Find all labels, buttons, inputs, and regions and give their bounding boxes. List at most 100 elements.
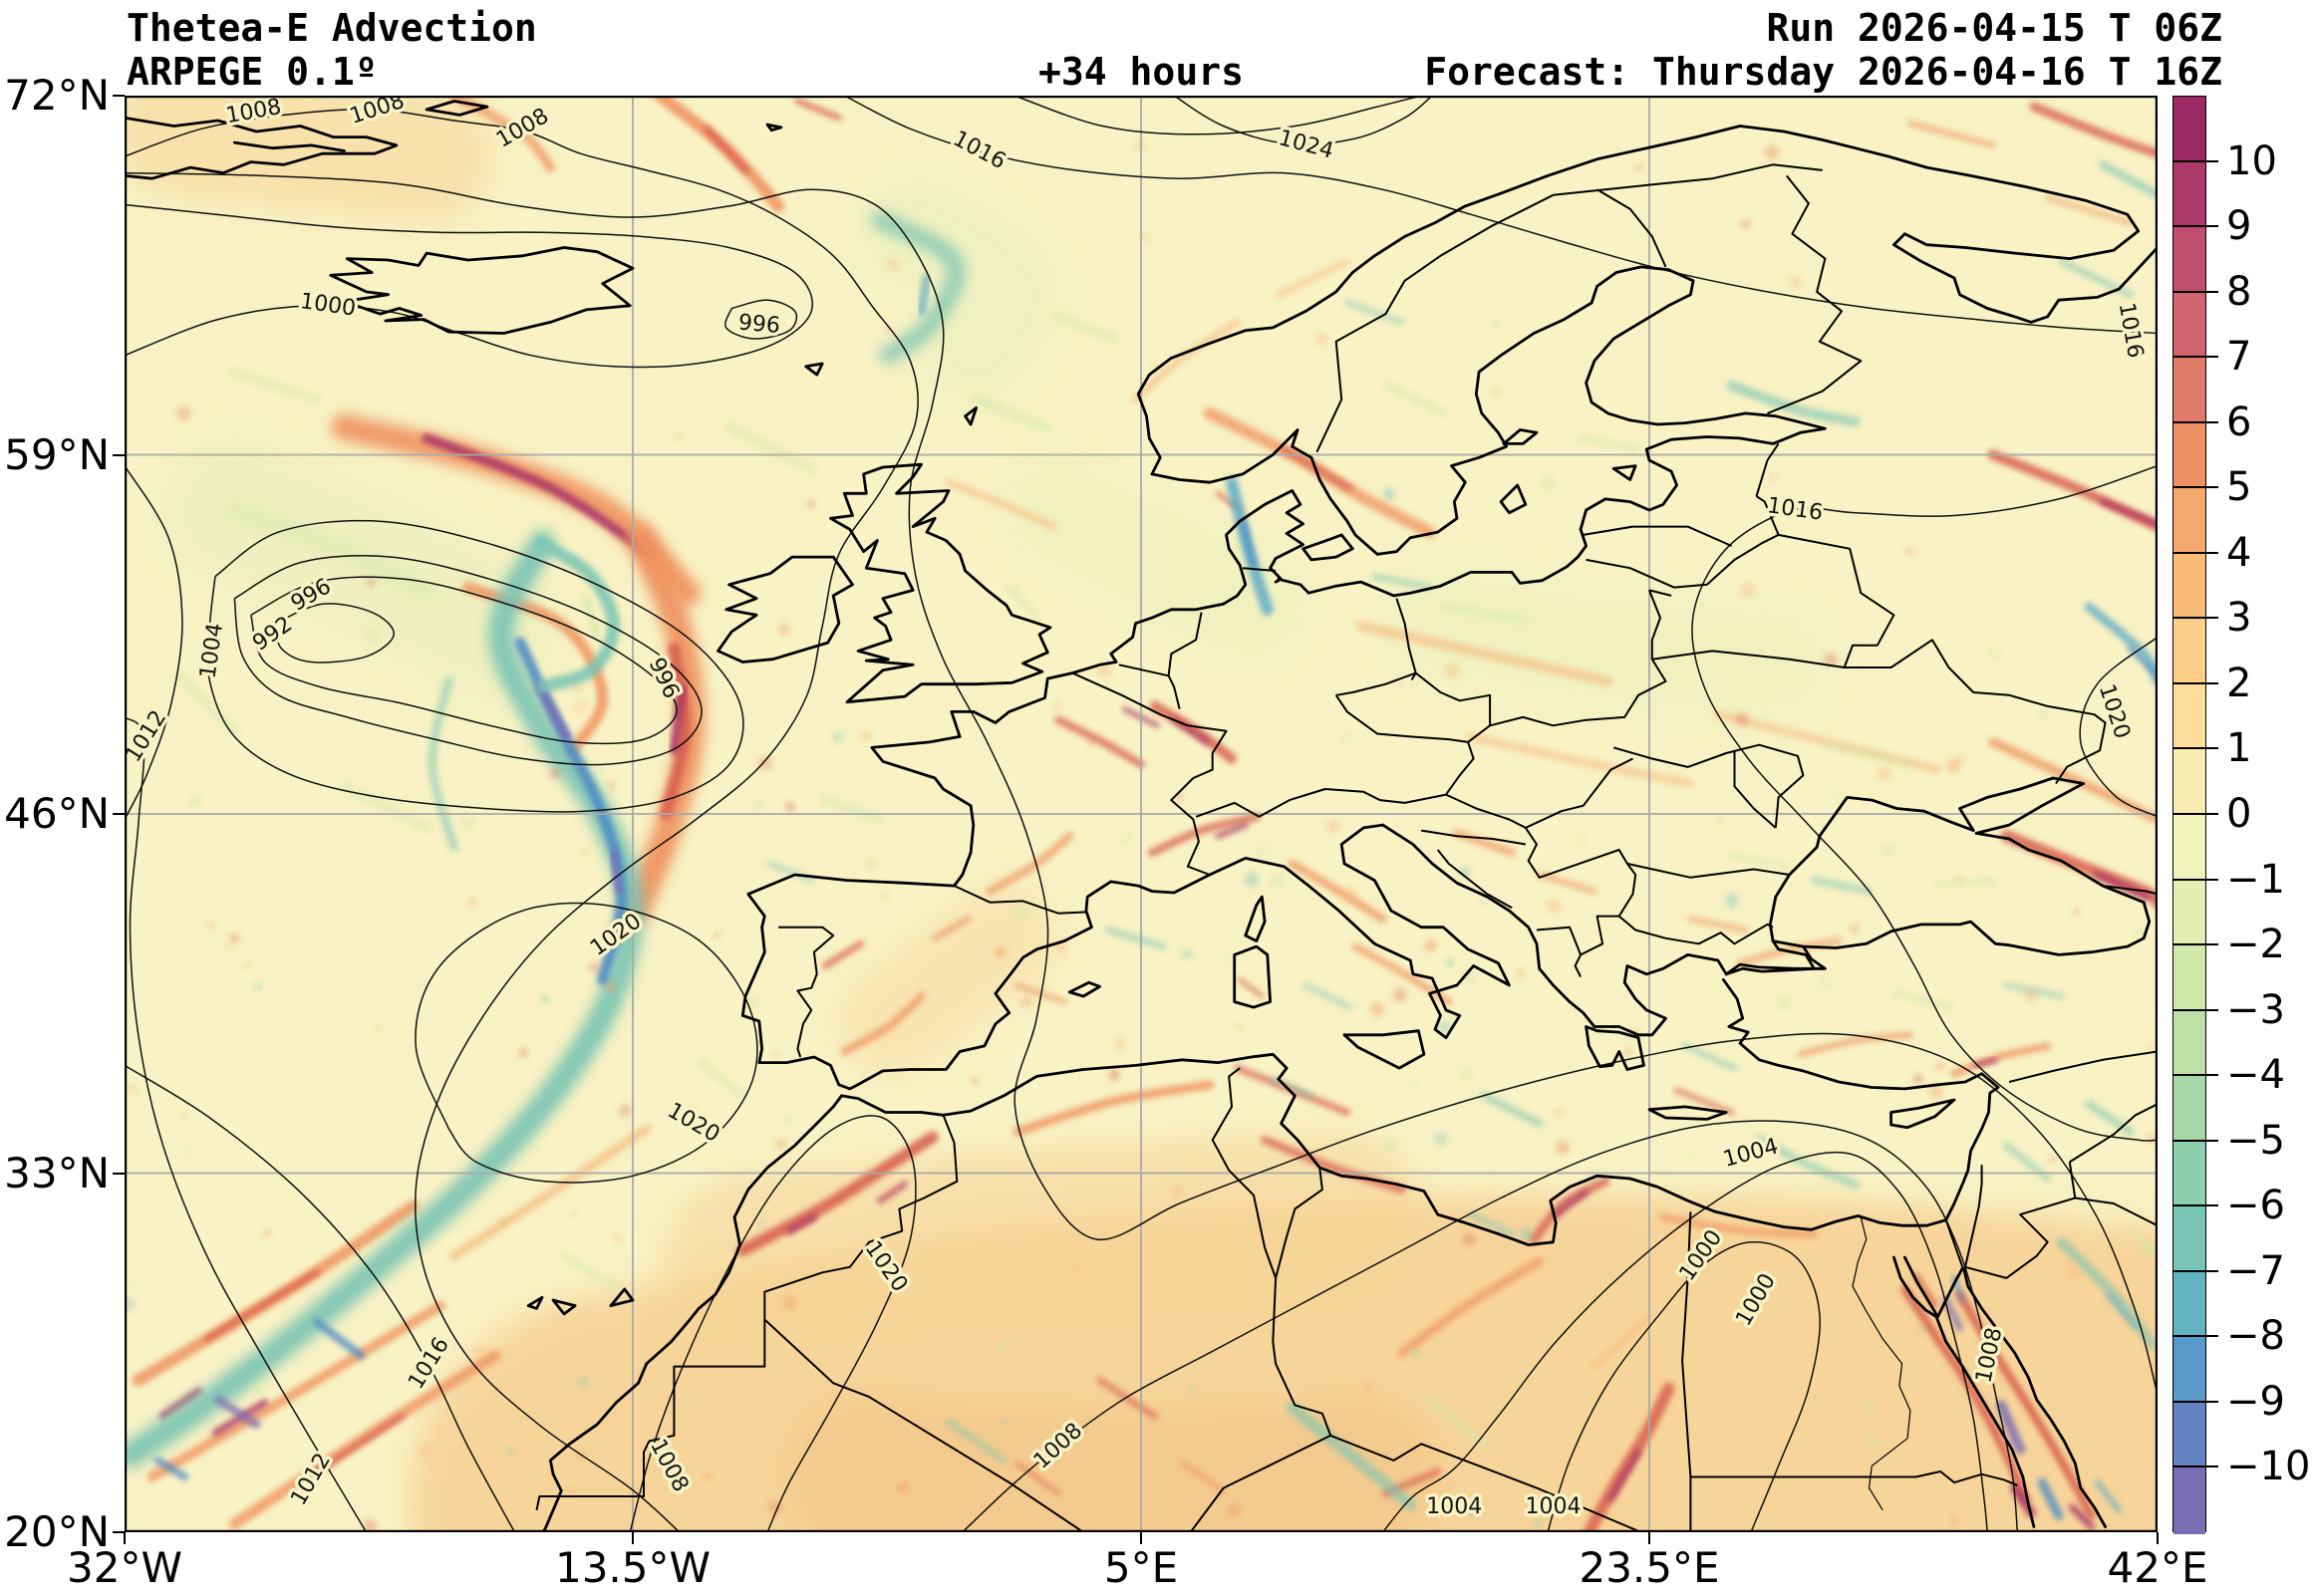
colorbar-tick-mark bbox=[2172, 225, 2218, 228]
y-tick-label: 20°N bbox=[4, 1507, 110, 1556]
colorbar-segment bbox=[2173, 227, 2205, 294]
colorbar-segment bbox=[2173, 1141, 2205, 1208]
field-speckle bbox=[125, 106, 2157, 1532]
colorbar-tick-mark bbox=[2172, 159, 2218, 162]
colorbar-tick-mark bbox=[2172, 1400, 2218, 1403]
colorbar-tick-mark bbox=[2172, 1074, 2218, 1077]
colorbar-tick-label: −9 bbox=[2226, 1378, 2285, 1425]
isobar-label: 996 bbox=[737, 310, 781, 339]
colorbar-tick-mark bbox=[2172, 813, 2218, 815]
forecast-datetime-label: Forecast: Thursday 2026-04-16 T 16Z bbox=[1424, 50, 2222, 94]
colorbar-segment bbox=[2173, 97, 2205, 163]
colorbar-segment bbox=[2173, 749, 2205, 816]
colorbar-tick-mark bbox=[2172, 486, 2218, 489]
colorbar-tick-mark bbox=[2172, 878, 2218, 881]
colorbar-tick-mark bbox=[2172, 1465, 2218, 1468]
colorbar-tick-label: 3 bbox=[2226, 595, 2252, 642]
colorbar-tick-label: −8 bbox=[2226, 1313, 2285, 1360]
x-tick-mark bbox=[1140, 1532, 1143, 1544]
colorbar-tick-mark bbox=[2172, 617, 2218, 620]
colorbar-tick-label: −5 bbox=[2226, 1117, 2285, 1164]
colorbar-tick-label: −3 bbox=[2226, 986, 2285, 1033]
y-tick-mark bbox=[113, 453, 125, 456]
y-tick-mark bbox=[113, 1172, 125, 1175]
colorbar-segment bbox=[2173, 1271, 2205, 1339]
colorbar-segment bbox=[2173, 619, 2205, 685]
run-datetime-label: Run 2026-04-15 T 06Z bbox=[1766, 6, 2222, 50]
x-tick-mark bbox=[2157, 1532, 2160, 1544]
plot-frame bbox=[125, 96, 2158, 1532]
colorbar-segment bbox=[2173, 553, 2205, 621]
colorbar-segment bbox=[2173, 1206, 2205, 1273]
colorbar-segment bbox=[2173, 358, 2205, 424]
colorbar-tick-label: 8 bbox=[2226, 268, 2252, 315]
x-tick-label: 13.5°W bbox=[554, 1543, 712, 1592]
coastlines bbox=[125, 100, 2158, 1532]
isobar-label: 1004 bbox=[1526, 1494, 1582, 1519]
colorbar-tick-label: 2 bbox=[2226, 660, 2252, 706]
colorbar-tick-label: −4 bbox=[2226, 1052, 2285, 1099]
x-tick-mark bbox=[124, 1532, 127, 1544]
colorbar-tick-label: 1 bbox=[2226, 725, 2252, 772]
colorbar-tick-mark bbox=[2172, 1269, 2218, 1272]
colorbar-tick-mark bbox=[2172, 290, 2218, 293]
colorbar-segment bbox=[2173, 1337, 2205, 1404]
colorbar-tick-label: 7 bbox=[2226, 334, 2252, 381]
colorbar-tick-label: 5 bbox=[2226, 464, 2252, 511]
colorbar-tick-label: 6 bbox=[2226, 399, 2252, 445]
y-tick-mark bbox=[113, 1531, 125, 1534]
colorbar-segment bbox=[2173, 1402, 2205, 1469]
colorbar-segment bbox=[2173, 1010, 2205, 1077]
colorbar-tick-label: 10 bbox=[2226, 137, 2277, 184]
colorbar-segment bbox=[2173, 1467, 2205, 1534]
colorbar-tick-mark bbox=[2172, 1008, 2218, 1011]
colorbar-segment bbox=[2173, 488, 2205, 555]
colorbar-segment bbox=[2173, 683, 2205, 751]
y-tick-mark bbox=[113, 95, 125, 98]
colorbar-tick-mark bbox=[2172, 747, 2218, 750]
colorbar-tick-mark bbox=[2172, 1204, 2218, 1207]
lead-time-label: +34 hours bbox=[1038, 50, 1244, 94]
colorbar-segment bbox=[2173, 161, 2205, 228]
colorbar-segment bbox=[2173, 1076, 2205, 1143]
x-tick-label: 32°W bbox=[67, 1543, 182, 1592]
model-resolution-subtitle: ARPEGE 0.1º bbox=[127, 50, 378, 94]
y-tick-label: 46°N bbox=[4, 789, 110, 838]
colorbar-tick-label: −7 bbox=[2226, 1247, 2285, 1294]
colorbar-tick-label: 4 bbox=[2226, 529, 2252, 576]
colorbar-tick-mark bbox=[2172, 681, 2218, 684]
colorbar-tick-label: −10 bbox=[2226, 1444, 2311, 1490]
y-tick-label: 59°N bbox=[4, 429, 110, 479]
x-tick-label: 5°E bbox=[1103, 1543, 1179, 1592]
graticule bbox=[125, 96, 2158, 1532]
colorbar-tick-label: −1 bbox=[2226, 856, 2285, 903]
colorbar-segment bbox=[2173, 815, 2205, 882]
x-tick-mark bbox=[1648, 1532, 1651, 1544]
isobar-contours bbox=[125, 96, 2158, 1532]
field-cool-filaments bbox=[125, 160, 2158, 1520]
colorbar-tick-label: −2 bbox=[2226, 922, 2285, 968]
x-tick-mark bbox=[632, 1532, 635, 1544]
x-tick-label: 42°E bbox=[2107, 1543, 2208, 1592]
colorbar-tick-mark bbox=[2172, 420, 2218, 423]
isobar-label: 1004 bbox=[1426, 1494, 1482, 1519]
colorbar-tick-mark bbox=[2172, 1335, 2218, 1338]
colorbar-tick-mark bbox=[2172, 551, 2218, 554]
colorbar-tick-label: −6 bbox=[2226, 1183, 2285, 1229]
country-borders bbox=[535, 163, 2158, 1532]
x-tick-label: 23.5°E bbox=[1579, 1543, 1720, 1592]
colorbar-tick-mark bbox=[2172, 943, 2218, 946]
colorbar-tick-mark bbox=[2172, 356, 2218, 359]
y-tick-label: 72°N bbox=[4, 71, 110, 120]
colorbar-segment bbox=[2173, 292, 2205, 359]
y-tick-mark bbox=[113, 813, 125, 816]
colorbar bbox=[2172, 96, 2206, 1534]
colorbar-segment bbox=[2173, 945, 2205, 1012]
colorbar-segment bbox=[2173, 880, 2205, 946]
map-title: Thetea-E Advection bbox=[127, 6, 537, 50]
colorbar-tick-mark bbox=[2172, 1139, 2218, 1142]
nile-river bbox=[1852, 1216, 1911, 1511]
